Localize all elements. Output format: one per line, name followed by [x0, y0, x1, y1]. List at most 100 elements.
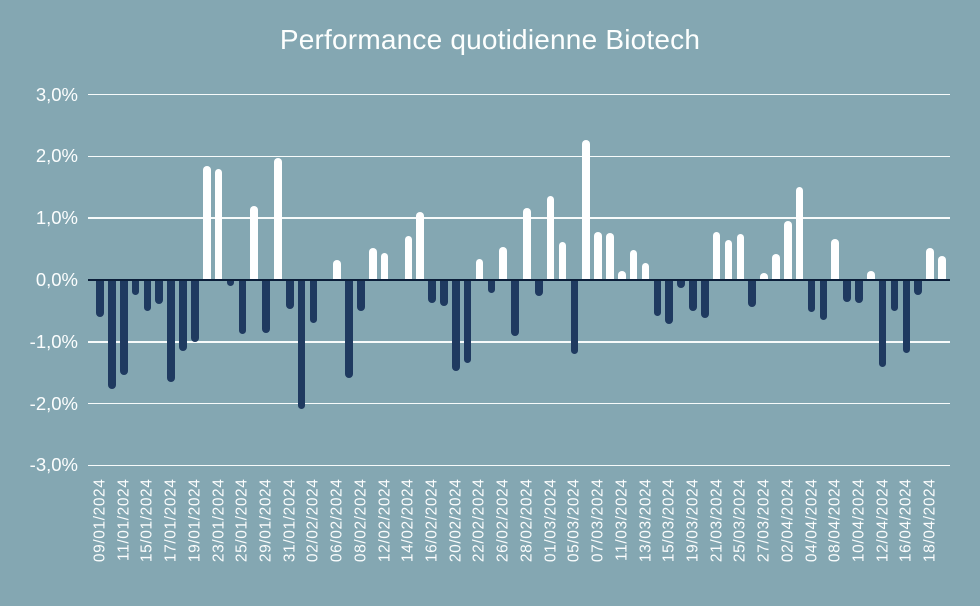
bar: [155, 280, 164, 305]
bar: [238, 280, 247, 335]
x-axis-tick-label: 11/01/2024: [115, 478, 133, 561]
x-axis-tick-label: 10/04/2024: [850, 478, 868, 562]
bar: [784, 220, 792, 280]
zero-axis-line: [88, 278, 950, 282]
bar: [167, 280, 175, 382]
x-axis-tick-label: 08/04/2024: [826, 478, 844, 562]
bar: [938, 255, 946, 280]
bar: [712, 232, 721, 280]
bar: [333, 260, 341, 280]
x-axis-tick-label: 23/01/2024: [210, 478, 228, 562]
gridline: [88, 402, 950, 405]
gridline: [88, 155, 950, 158]
x-axis-tick-label: 05/03/2024: [565, 478, 583, 562]
x-axis-tick-label: 25/01/2024: [233, 478, 251, 562]
x-axis-tick-label: 13/03/2024: [637, 478, 655, 562]
bar: [772, 254, 780, 280]
bar: [867, 270, 875, 280]
bar: [523, 208, 531, 280]
bar: [345, 280, 353, 378]
bar: [665, 280, 674, 325]
x-axis-tick-label: 12/02/2024: [376, 478, 394, 562]
bar: [641, 262, 650, 280]
y-axis-tick-label: -2,0%: [29, 392, 78, 414]
bar: [570, 280, 579, 355]
x-axis-tick-label: 27/03/2024: [755, 478, 773, 562]
bar: [736, 233, 745, 280]
x-axis-tick-label: 19/03/2024: [684, 478, 702, 562]
bar: [878, 280, 887, 367]
bar: [902, 280, 911, 353]
bar: [819, 280, 828, 321]
bar: [309, 280, 318, 324]
bar: [202, 166, 211, 280]
bar: [701, 280, 709, 318]
bar: [511, 280, 519, 336]
bar: [96, 280, 104, 318]
bar: [463, 280, 472, 363]
x-axis-tick-label: 25/03/2024: [731, 478, 749, 562]
x-axis-tick-label: 02/02/2024: [304, 478, 322, 562]
bar: [594, 231, 602, 280]
y-axis-tick-label: 3,0%: [35, 83, 78, 105]
bar: [143, 280, 152, 311]
gridline: [88, 217, 950, 219]
x-axis-tick-label: 15/01/2024: [138, 478, 156, 562]
bar: [262, 280, 270, 333]
bar: [131, 280, 140, 296]
bar: [416, 212, 424, 280]
gridline: [88, 464, 950, 467]
bar: [724, 240, 733, 280]
bar: [108, 280, 116, 390]
x-axis-tick-label: 21/03/2024: [708, 478, 726, 562]
x-axis-tick-label: 07/03/2024: [589, 478, 607, 562]
bar: [677, 280, 685, 289]
bar: [451, 280, 460, 372]
bar: [855, 280, 863, 303]
x-axis-tick-label: 22/02/2024: [470, 478, 488, 562]
bar: [191, 280, 199, 342]
x-axis-tick-label: 16/02/2024: [423, 478, 441, 562]
bar: [795, 187, 804, 280]
x-axis-tick-label: 09/01/2024: [91, 478, 109, 562]
bar: [689, 280, 697, 311]
x-axis-tick-label: 29/01/2024: [257, 478, 275, 562]
bar: [214, 168, 223, 280]
bar: [297, 280, 306, 410]
x-axis-tick-label: 19/01/2024: [186, 478, 204, 562]
y-axis-tick-label: -1,0%: [29, 330, 78, 352]
x-axis-tick-label: 18/04/2024: [921, 478, 939, 562]
bar: [475, 258, 484, 280]
bar: [404, 236, 413, 280]
y-axis-tick-label: 1,0%: [35, 207, 78, 229]
bar: [440, 280, 448, 306]
x-axis-tick-label: 06/02/2024: [328, 478, 346, 562]
bar: [748, 280, 757, 307]
bar: [807, 280, 816, 312]
bar: [653, 280, 662, 316]
x-axis-tick-label: 14/02/2024: [399, 478, 417, 562]
bar: [629, 249, 638, 280]
chart-title: Performance quotidienne Biotech: [279, 24, 701, 55]
x-axis-tick-label: 11/03/2024: [613, 478, 631, 561]
bar: [558, 241, 567, 280]
x-axis-tick-label: 20/02/2024: [447, 478, 465, 562]
bar: [119, 280, 128, 375]
bar: [368, 248, 377, 280]
x-axis-tick-label: 28/02/2024: [518, 478, 536, 562]
x-axis-tick-label: 17/01/2024: [162, 478, 180, 562]
bar: [618, 270, 626, 280]
bar: [179, 280, 187, 352]
x-axis-tick-label: 15/03/2024: [660, 478, 678, 562]
bar: [285, 280, 294, 310]
gridline: [88, 341, 950, 343]
bar: [534, 280, 543, 297]
x-axis-tick-label: 01/03/2024: [542, 478, 560, 562]
bar: [890, 280, 899, 311]
x-axis-tick-label: 26/02/2024: [494, 478, 512, 562]
bar: [380, 253, 389, 280]
bar: [226, 280, 235, 287]
bar: [606, 233, 614, 280]
bar: [428, 280, 436, 304]
